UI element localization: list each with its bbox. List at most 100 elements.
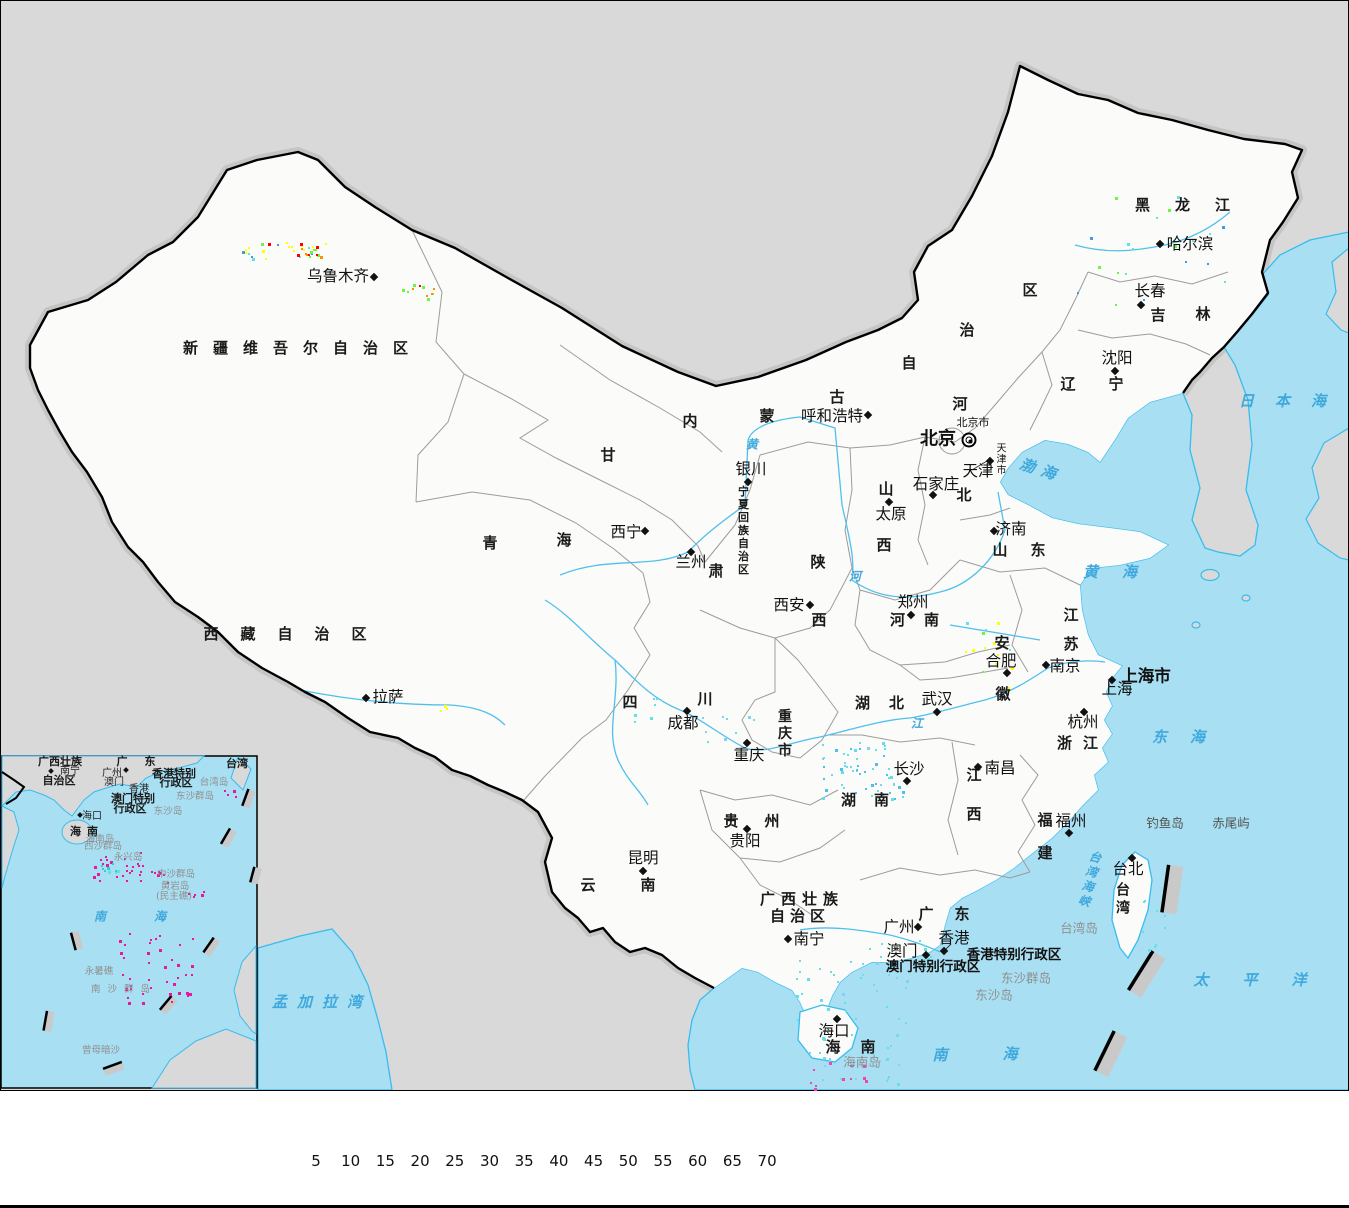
province-label: 宁夏回族自治区 xyxy=(736,485,750,577)
radar-echo xyxy=(843,753,846,756)
radar-echo xyxy=(154,872,157,875)
radar-echo xyxy=(277,243,280,246)
radar-echo xyxy=(829,1062,833,1066)
radar-echo xyxy=(921,961,924,964)
radar-echo xyxy=(1167,209,1171,213)
radar-echo xyxy=(149,941,152,944)
radar-echo xyxy=(190,965,194,969)
china-radar-map: 新疆维吾尔自治区 西藏自治区青海甘肃内蒙古自治区宁夏回族自治区陕西山西河北山东河南… xyxy=(0,0,1349,1091)
province-label: 陕 xyxy=(810,553,826,572)
radar-echo xyxy=(851,1033,854,1036)
city-label: 西宁 xyxy=(610,522,642,541)
radar-echo xyxy=(863,1064,867,1068)
inset-island-label: 曾母暗沙 xyxy=(81,1045,121,1057)
radar-echo xyxy=(875,748,878,751)
radar-echo xyxy=(1155,910,1158,913)
radar-echo xyxy=(704,730,707,733)
radar-echo xyxy=(819,999,823,1003)
colorbar-tick: 25 xyxy=(445,1152,465,1170)
city-label: 台北 xyxy=(1112,859,1144,878)
radar-echo xyxy=(139,871,142,874)
city-label: 北京 xyxy=(920,428,956,450)
inset-island-label: 永暑礁 xyxy=(84,966,114,978)
radar-echo xyxy=(870,783,874,787)
city-label: 郑州 xyxy=(897,592,929,611)
radar-echo xyxy=(854,791,857,794)
city-label: 上海市 xyxy=(1121,666,1171,686)
radar-echo xyxy=(822,1057,826,1061)
island-label: 东沙群岛 xyxy=(1000,970,1052,986)
province-label: 西 xyxy=(876,536,892,555)
province-label: 云 xyxy=(580,876,596,895)
province-label: 自治区 xyxy=(769,907,831,926)
province-label: 州 xyxy=(764,812,780,831)
radar-echo xyxy=(877,789,880,792)
radar-echo xyxy=(292,250,295,253)
radar-echo xyxy=(824,788,828,792)
inset-province-label: 海南 xyxy=(70,825,104,839)
radar-echo xyxy=(871,795,874,798)
radar-echo xyxy=(824,1065,827,1068)
radar-echo xyxy=(843,1001,846,1004)
city-label: 西安 xyxy=(773,595,805,614)
radar-echo xyxy=(887,1047,890,1050)
province-boundaries xyxy=(411,229,1229,916)
radar-echo xyxy=(995,663,998,666)
city-label: 合肥 xyxy=(985,651,1017,670)
radar-echo xyxy=(129,933,132,936)
radar-echo xyxy=(892,783,895,786)
colorbar-tick: 40 xyxy=(549,1152,569,1170)
city-label: 哈尔滨 xyxy=(1166,234,1214,253)
province-label: 徽 xyxy=(995,685,1011,704)
radar-echo xyxy=(798,970,801,973)
radar-echo xyxy=(919,939,922,942)
radar-echo xyxy=(286,242,289,245)
sea-label: 河 xyxy=(848,569,862,584)
radar-echo xyxy=(187,893,190,896)
radar-echo xyxy=(123,956,126,959)
province-label: 南 xyxy=(860,1038,876,1057)
sea-label: 黄 xyxy=(745,437,759,452)
city-label: 呼和浩特 xyxy=(800,406,864,425)
inset-city-label: 香港 xyxy=(129,783,149,795)
radar-echo xyxy=(300,245,303,248)
province-label: 重庆市 xyxy=(776,708,792,760)
province-label: 肃 xyxy=(708,562,724,581)
radar-echo xyxy=(163,873,166,876)
city-small-label: 北京市 xyxy=(956,416,990,430)
radar-echo xyxy=(159,872,162,875)
radar-echo xyxy=(964,651,967,654)
radar-echo xyxy=(897,1018,900,1021)
province-label: 山 xyxy=(878,480,894,499)
radar-echo xyxy=(886,1006,889,1008)
radar-echo xyxy=(101,867,104,870)
rivers xyxy=(299,211,1231,953)
province-label: 浙江 xyxy=(1056,734,1110,753)
inset-island-label: 永兴岛 xyxy=(113,852,143,864)
taiwan-island xyxy=(1111,851,1153,960)
colorbar-tick: 60 xyxy=(688,1152,708,1170)
special-region-label: 澳门特别行政区 xyxy=(885,958,981,975)
radar-echo xyxy=(855,769,858,772)
radar-echo xyxy=(315,246,319,250)
radar-echo xyxy=(842,786,845,789)
radar-echo xyxy=(1155,216,1158,219)
radar-echo xyxy=(412,284,416,288)
city-label: 海口 xyxy=(818,1021,850,1040)
radar-echo xyxy=(248,252,251,255)
radar-echo xyxy=(795,995,799,999)
radar-echo xyxy=(93,865,97,869)
city-label: 南京 xyxy=(1049,656,1081,675)
inset-city-label: 南宁 xyxy=(60,765,80,777)
radar-echo xyxy=(747,716,751,719)
radar-echo xyxy=(151,871,154,874)
inset-province-label: 行政区 xyxy=(113,802,147,816)
inset-province-label: 东 xyxy=(144,755,156,769)
radar-echo xyxy=(1173,245,1177,249)
national-border xyxy=(28,64,1304,990)
radar-echo xyxy=(233,790,237,794)
radar-echo xyxy=(928,966,931,969)
radar-echo xyxy=(858,773,861,775)
radar-echo xyxy=(299,256,302,259)
